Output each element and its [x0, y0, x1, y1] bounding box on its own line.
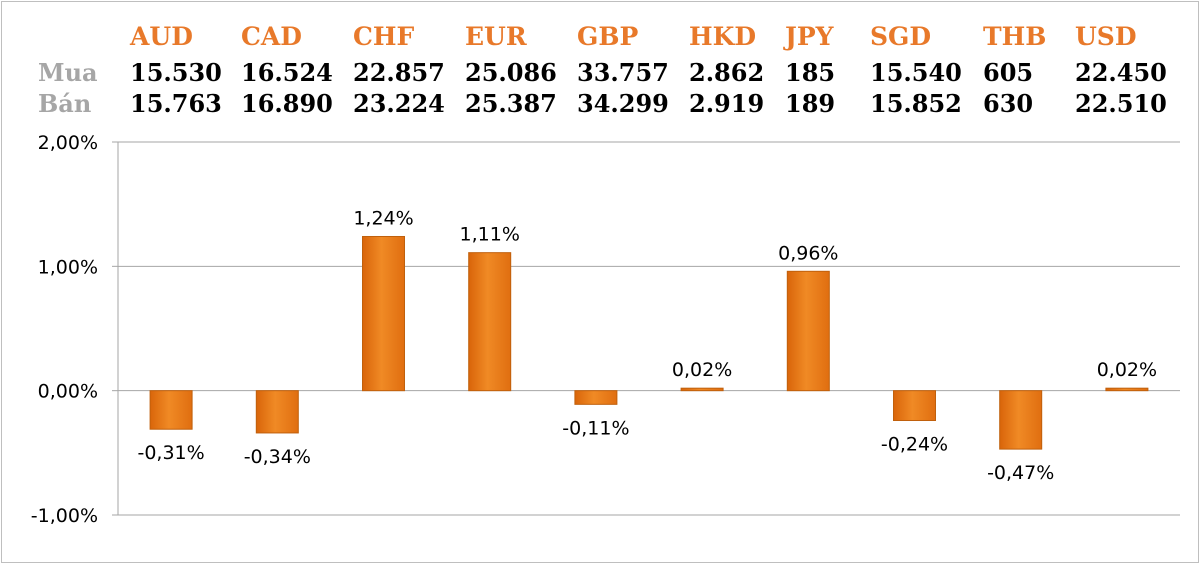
- currency-header-chf: CHF: [353, 22, 415, 51]
- y-tick-label: -1,00%: [31, 505, 98, 527]
- exchange-rate-table: Mua Bán AUD 15.530 15.763 CAD 16.524 16.…: [0, 0, 1200, 130]
- bar-aud: [149, 390, 193, 430]
- sell-rate-chf: 23.224: [353, 89, 445, 118]
- data-label-thb: -0,47%: [987, 462, 1054, 484]
- currency-header-gbp: GBP: [577, 22, 639, 51]
- data-label-jpy: 0,96%: [778, 242, 838, 264]
- data-label-gbp: -0,11%: [562, 417, 629, 439]
- buy-rate-usd: 22.450: [1075, 58, 1167, 87]
- sell-rate-jpy: 189: [785, 89, 836, 118]
- data-label-sgd: -0,24%: [881, 434, 948, 456]
- bar-gbp: [574, 390, 618, 405]
- currency-header-jpy: JPY: [785, 22, 834, 51]
- sell-rate-thb: 630: [983, 89, 1034, 118]
- bar-thb: [999, 390, 1043, 450]
- bar-sgd: [893, 390, 936, 422]
- y-tick-label: 1,00%: [38, 256, 98, 278]
- row-label-buy: Mua: [38, 58, 98, 87]
- row-label-sell: Bán: [38, 89, 92, 118]
- bar-jpy: [786, 270, 830, 392]
- sell-rate-hkd: 2.919: [689, 89, 765, 118]
- sell-rate-gbp: 34.299: [577, 89, 669, 118]
- sell-rate-cad: 16.890: [241, 89, 333, 118]
- y-axis: 2,00% 1,00% 0,00% -1,00%: [31, 132, 119, 527]
- buy-rate-gbp: 33.757: [577, 58, 669, 87]
- data-labels: -0,31% -0,34% 1,24% 1,11% -0,11% 0,02% 0,96% -0…: [137, 207, 1157, 484]
- data-label-hkd: 0,02%: [672, 359, 732, 381]
- currency-header-aud: AUD: [130, 22, 193, 51]
- data-label-chf: 1,24%: [353, 207, 413, 229]
- currency-header-eur: EUR: [465, 22, 527, 51]
- buy-rate-cad: 16.524: [241, 58, 333, 87]
- sell-rate-eur: 25.387: [465, 89, 557, 118]
- buy-rate-eur: 25.086: [465, 58, 557, 87]
- bar-chf: [362, 235, 405, 392]
- data-label-usd: 0,02%: [1097, 359, 1157, 381]
- data-label-cad: -0,34%: [244, 446, 311, 468]
- currency-header-thb: THB: [983, 22, 1047, 51]
- currency-header-usd: USD: [1075, 22, 1137, 51]
- buy-rate-jpy: 185: [785, 58, 836, 87]
- bar-usd: [1105, 387, 1149, 392]
- buy-rate-aud: 15.530: [130, 58, 222, 87]
- currency-header-sgd: SGD: [870, 22, 932, 51]
- buy-rate-thb: 605: [983, 58, 1034, 87]
- currency-header-cad: CAD: [241, 22, 302, 51]
- buy-rate-chf: 22.857: [353, 58, 445, 87]
- y-tick-label: 2,00%: [38, 132, 98, 154]
- bar-hkd: [680, 387, 724, 392]
- bars: [149, 235, 1149, 450]
- sell-rate-aud: 15.763: [130, 89, 222, 118]
- buy-rate-sgd: 15.540: [870, 58, 962, 87]
- currency-header-hkd: HKD: [689, 22, 757, 51]
- sell-rate-sgd: 15.852: [870, 89, 962, 118]
- data-label-aud: -0,31%: [137, 442, 204, 464]
- y-tick-label: 0,00%: [38, 381, 98, 403]
- data-label-eur: 1,11%: [460, 224, 520, 246]
- buy-rate-hkd: 2.862: [689, 58, 765, 87]
- bar-eur: [468, 252, 512, 392]
- bar-cad: [255, 390, 299, 434]
- sell-rate-usd: 22.510: [1075, 89, 1167, 118]
